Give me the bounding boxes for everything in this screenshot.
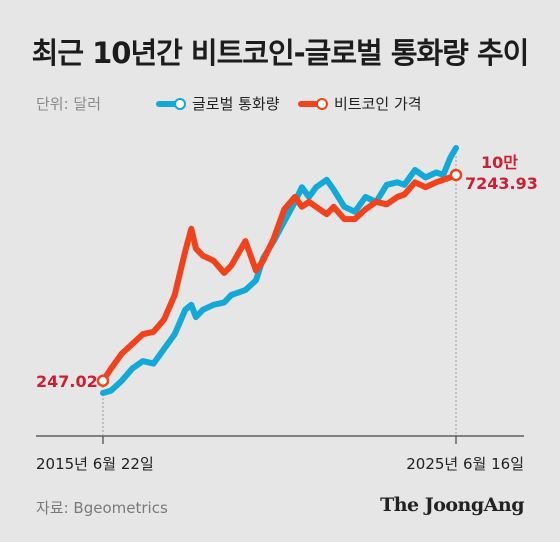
- x-tick-label-start: 2015년 6월 22일: [36, 455, 154, 473]
- publisher-logo: The JoongAng: [380, 494, 524, 516]
- legend-item-m2: 글로벌 통화량: [156, 93, 280, 114]
- legend-label-btc: 비트코인 가격: [334, 95, 422, 113]
- btc-end-marker: [449, 168, 463, 182]
- legend-item-btc: 비트코인 가격: [298, 93, 422, 114]
- series-line-m2: [100, 145, 459, 396]
- series-line-btc: [100, 171, 459, 384]
- chart-title: 최근 10년간 비트코인-글로벌 통화량 추이: [31, 36, 530, 70]
- btc-start-marker: [96, 374, 110, 387]
- legend-swatch-btc: [298, 97, 328, 110]
- unit-label: 단위: 달러: [36, 95, 102, 113]
- end-value-label-top: 10만: [481, 153, 518, 172]
- legend-label-m2: 글로벌 통화량: [192, 95, 280, 113]
- start-value-label: 247.02: [36, 372, 98, 391]
- source-note: 자료: Bgeometrics: [36, 499, 168, 517]
- legend-swatch-m2: [156, 97, 186, 110]
- x-tick-label-end: 2025년 6월 16일: [406, 455, 524, 473]
- end-value-label-bottom: 7243.93: [465, 174, 538, 193]
